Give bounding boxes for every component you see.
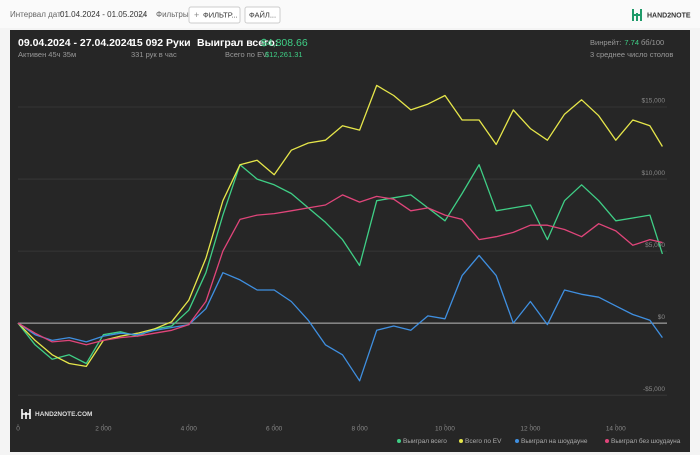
y-tick-label: $10,000 [642,170,666,177]
legend-label: Выиграл без шоудауна [611,437,681,445]
y-tick-label: $15,000 [642,98,666,105]
filters-label: Фильтры: [156,10,191,19]
file-button[interactable] [244,6,281,24]
toolbar [0,0,700,28]
watermark-icon [21,409,31,419]
winrate-label: Винрейт: [590,38,621,47]
legend-marker [459,439,463,443]
series-line [17,84,663,368]
tables: 3 среднее число столов [590,50,673,59]
active-time: Активен 45ч 35м [18,50,76,59]
plot: -$5,000 $0 $5,000 $10,000 $15,000 0 2 000 4 000… [16,84,681,445]
legend-marker [397,439,401,443]
winrate-value: 7.74 [624,38,639,47]
x-tick-label: 6 000 [266,426,283,433]
filter-button-label[interactable]: ФИЛЬТР... [203,10,238,19]
legend-label: Всего по EV [465,438,502,445]
x-tick-label: 8 000 [351,426,368,433]
x-tick-label: 10 000 [435,426,455,433]
file-button-label[interactable]: ФАЙЛ... [249,10,276,19]
series-line [17,254,663,382]
x-tick-label: 0 [16,426,20,433]
watermark: HAND2NOTE.COM [35,411,92,418]
logo: HAND2NOTE [647,12,691,19]
ev-value: $12,261.31 [265,50,303,59]
date-label: Интервал дат: [10,10,63,19]
legend-label: Выиграл на шоудауне [521,438,588,445]
dropdown-caret[interactable] [138,13,146,18]
filter-button[interactable] [188,6,241,24]
series-line [17,194,663,346]
logo-icon [632,9,642,21]
x-tick-label: 2 000 [95,426,112,433]
winrate-unit: бб/100 [641,38,664,47]
date-range[interactable]: 01.04.2024 - 01.05.2024 [60,10,148,19]
legend-marker [605,439,609,443]
ev-label: Всего по EV [225,50,267,59]
winrate: Винрейт: 7.74 бб/100 [590,38,664,47]
period: 09.04.2024 - 27.04.2024 [18,37,133,49]
y-tick-label: $5,000 [645,242,665,249]
legend-label: Выиграл всего [403,438,447,445]
plus-icon: + [194,10,199,20]
legend-marker [515,439,519,443]
hands: 15 092 Руки [131,37,191,49]
y-tick-label: -$5,000 [643,386,665,393]
won-value: $4,808.66 [261,37,308,49]
won-label: Выиграл всего: [197,37,278,49]
x-tick-label: 14 000 [606,426,626,433]
x-tick-label: 12 000 [520,426,540,433]
chart-panel [10,30,690,452]
y-tick-label: $0 [658,314,666,321]
x-tick-label: 4 000 [181,426,198,433]
hands-per-hour: 331 рук в час [131,50,177,59]
